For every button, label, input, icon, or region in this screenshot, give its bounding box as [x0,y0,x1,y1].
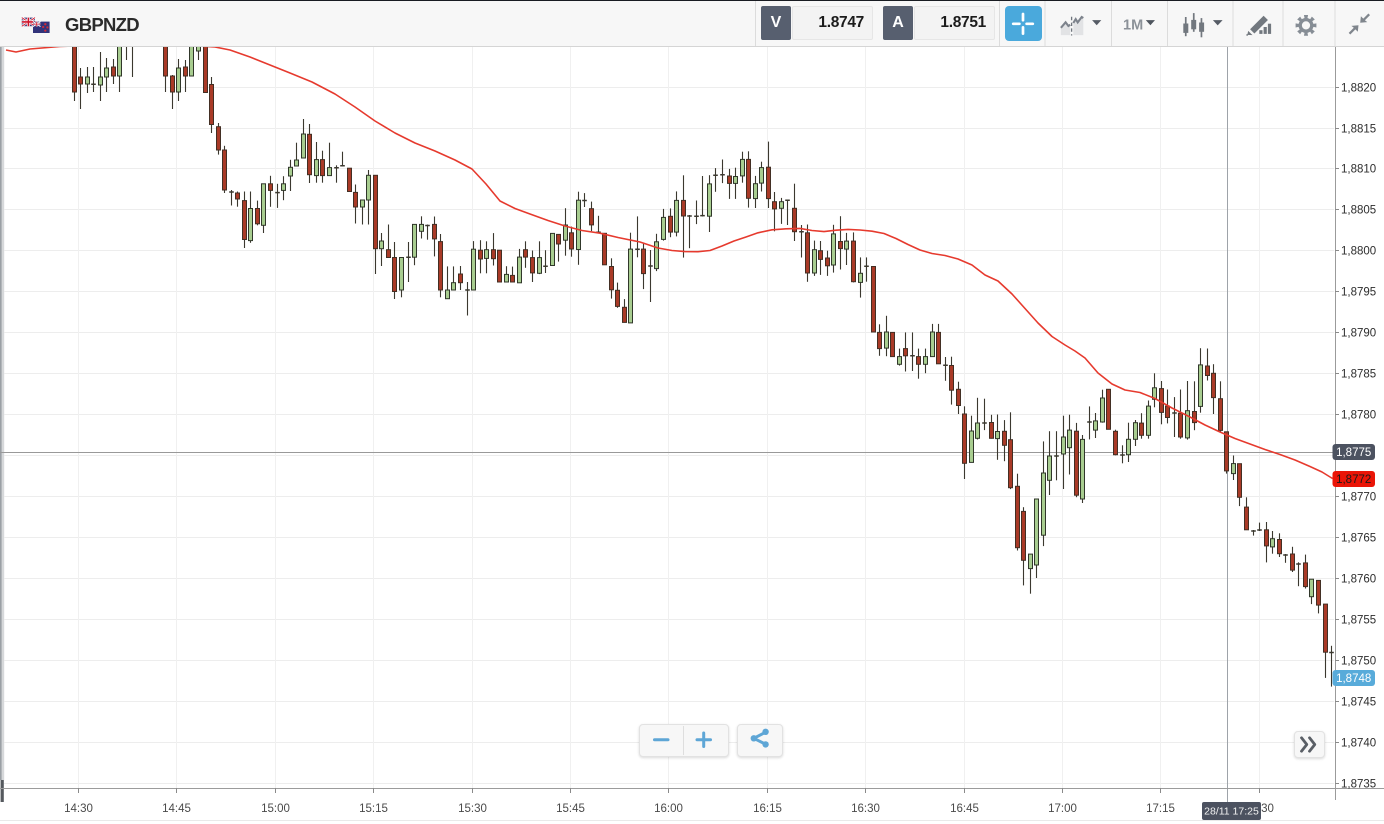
svg-text:15:00: 15:00 [261,803,290,815]
svg-text:1,8745: 1,8745 [1341,697,1376,709]
svg-text:1,8805: 1,8805 [1341,205,1376,217]
svg-text:15:15: 15:15 [359,803,388,815]
svg-text:1,8810: 1,8810 [1341,164,1376,176]
svg-text:1,8800: 1,8800 [1341,246,1376,258]
svg-text:1,8780: 1,8780 [1341,410,1376,422]
svg-text:1,8785: 1,8785 [1341,369,1376,381]
svg-text:1,8740: 1,8740 [1341,738,1376,750]
svg-text:17:15: 17:15 [1146,803,1175,815]
svg-text:14:45: 14:45 [162,803,191,815]
svg-text:1,8755: 1,8755 [1341,615,1376,627]
svg-text:1,8820: 1,8820 [1341,83,1376,95]
svg-text:1,8795: 1,8795 [1341,287,1376,299]
svg-text:16:45: 16:45 [950,803,979,815]
svg-text:15:30: 15:30 [458,803,487,815]
svg-text:16:00: 16:00 [654,803,683,815]
svg-text:1M: 1M [1123,18,1143,34]
svg-text:1,8772: 1,8772 [1336,474,1371,486]
svg-text:16:30: 16:30 [851,803,880,815]
svg-text:1,8760: 1,8760 [1341,574,1376,586]
svg-text:1,8770: 1,8770 [1341,492,1376,504]
svg-text:14:30: 14:30 [64,803,93,815]
svg-text:17:00: 17:00 [1048,803,1077,815]
svg-text:28/11 17:25: 28/11 17:25 [1204,806,1259,818]
svg-text:1,8735: 1,8735 [1341,779,1376,791]
svg-text:1,8775: 1,8775 [1336,447,1371,459]
svg-text:1,8765: 1,8765 [1341,533,1376,545]
svg-text:15:45: 15:45 [556,803,585,815]
svg-text:1,8750: 1,8750 [1341,656,1376,668]
svg-text:1,8748: 1,8748 [1336,673,1371,685]
svg-text:1,8790: 1,8790 [1341,328,1376,340]
svg-text:1,8815: 1,8815 [1341,124,1376,136]
svg-text:16:15: 16:15 [753,803,782,815]
